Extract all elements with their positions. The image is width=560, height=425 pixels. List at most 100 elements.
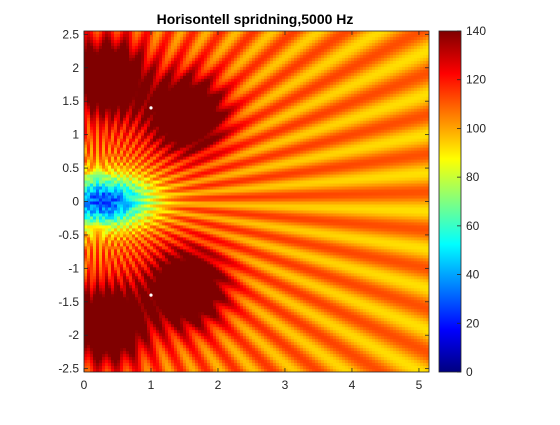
heatmap-cell — [186, 348, 190, 351]
heatmap-cell — [198, 88, 202, 91]
heatmap-cell — [153, 288, 157, 291]
heatmap-cell — [213, 85, 217, 88]
heatmap-cell — [180, 178, 184, 181]
heatmap-cell — [132, 160, 136, 163]
heatmap-cell — [84, 210, 88, 213]
heatmap-cell — [126, 216, 130, 219]
heatmap-cell — [132, 279, 136, 282]
heatmap-cell — [198, 196, 202, 199]
heatmap-cell — [153, 303, 157, 306]
heatmap-cell — [102, 193, 106, 196]
heatmap-cell — [171, 118, 175, 121]
heatmap-cell — [108, 207, 112, 210]
heatmap-cell — [141, 34, 145, 37]
heatmap-cell — [117, 282, 121, 285]
heatmap-cell — [162, 321, 166, 324]
heatmap-cell — [213, 204, 217, 207]
heatmap-cell — [93, 196, 97, 199]
heatmap-cell — [96, 202, 100, 205]
heatmap-cell — [192, 336, 196, 339]
heatmap-cell — [180, 79, 184, 82]
heatmap-cell — [147, 85, 151, 88]
heatmap-cell — [177, 160, 181, 163]
heatmap-cell — [123, 300, 127, 303]
heatmap-cell — [111, 58, 115, 61]
heatmap-cell — [165, 91, 169, 94]
heatmap-cell — [90, 261, 94, 264]
heatmap-cell — [156, 258, 160, 261]
heatmap-cell — [87, 46, 91, 49]
heatmap-cell — [189, 196, 193, 199]
heatmap-cell — [99, 172, 103, 175]
heatmap-cell — [195, 315, 199, 318]
heatmap-cell — [174, 61, 178, 64]
heatmap-cell — [201, 219, 205, 222]
heatmap-cell — [102, 249, 106, 252]
heatmap-cell — [144, 339, 148, 342]
heatmap-cell — [192, 261, 196, 264]
heatmap-cell — [156, 240, 160, 243]
heatmap-cell — [129, 46, 133, 49]
heatmap-cell — [99, 249, 103, 252]
heatmap-cell — [102, 360, 106, 363]
heatmap-cell — [174, 37, 178, 40]
heatmap-cell — [135, 267, 139, 270]
heatmap-cell — [210, 58, 214, 61]
heatmap-cell — [180, 34, 184, 37]
heatmap-cell — [195, 228, 199, 231]
heatmap-cell — [93, 67, 97, 70]
heatmap-cell — [93, 151, 97, 154]
heatmap-cell — [195, 157, 199, 160]
heatmap-cell — [120, 187, 124, 190]
heatmap-cell — [90, 336, 94, 339]
heatmap-cell — [192, 154, 196, 157]
heatmap-cell — [183, 52, 187, 55]
heatmap-cell — [102, 49, 106, 52]
heatmap-cell — [129, 106, 133, 109]
heatmap-cell — [117, 151, 121, 154]
heatmap-cell — [150, 321, 154, 324]
heatmap-cell — [156, 151, 160, 154]
heatmap-cell — [192, 169, 196, 172]
heatmap-cell — [87, 327, 91, 330]
heatmap-cell — [93, 225, 97, 228]
heatmap-cell — [111, 154, 115, 157]
heatmap-cell — [174, 348, 178, 351]
heatmap-cell — [147, 219, 151, 222]
heatmap-cell — [102, 291, 106, 294]
heatmap-cell — [93, 94, 97, 97]
heatmap-cell — [117, 228, 121, 231]
heatmap-cell — [99, 330, 103, 333]
heatmap-cell — [198, 240, 202, 243]
heatmap-cell — [198, 61, 202, 64]
heatmap-cell — [99, 228, 103, 231]
heatmap-cell — [87, 136, 91, 139]
heatmap-cell — [189, 219, 193, 222]
heatmap-cell — [96, 127, 100, 130]
heatmap-cell — [120, 178, 124, 181]
heatmap-cell — [117, 172, 121, 175]
heatmap-cell — [105, 264, 109, 267]
heatmap-cell — [210, 210, 214, 213]
heatmap-cell — [114, 297, 118, 300]
heatmap-cell — [105, 166, 109, 169]
heatmap-cell — [102, 279, 106, 282]
heatmap-cell — [132, 34, 136, 37]
heatmap-cell — [165, 252, 169, 255]
heatmap-cell — [123, 237, 127, 240]
heatmap-cell — [90, 136, 94, 139]
heatmap-cell — [165, 366, 169, 369]
heatmap-cell — [168, 213, 172, 216]
heatmap-cell — [210, 357, 214, 360]
heatmap-cell — [90, 160, 94, 163]
heatmap-cell — [156, 219, 160, 222]
heatmap-cell — [174, 97, 178, 100]
heatmap-cell — [156, 291, 160, 294]
heatmap-cell — [141, 348, 145, 351]
heatmap-cell — [165, 357, 169, 360]
heatmap-cell — [87, 160, 91, 163]
heatmap-cell — [213, 246, 217, 249]
heatmap-cell — [114, 276, 118, 279]
heatmap-cell — [168, 136, 172, 139]
heatmap-cell — [162, 324, 166, 327]
